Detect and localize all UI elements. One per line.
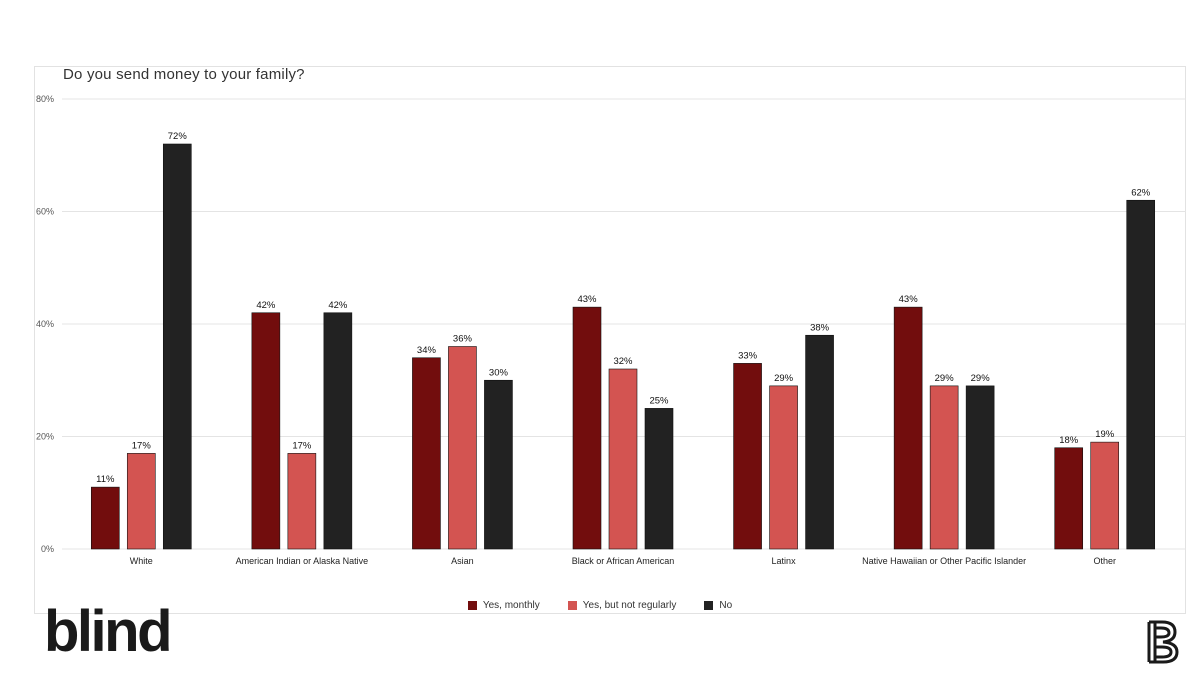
legend-label-yes-monthly: Yes, monthly: [482, 600, 540, 611]
data-label: 33%: [738, 350, 758, 361]
bar: [287, 453, 317, 550]
data-label: 17%: [132, 440, 152, 451]
legend-swatch-no: [704, 601, 714, 610]
bar: [126, 453, 156, 550]
legend: Yes, monthly Yes, but not regularly No: [0, 600, 1200, 611]
legend-item-no: No: [704, 600, 732, 611]
bar: [412, 357, 441, 550]
bar: [1090, 441, 1120, 550]
data-label: 32%: [613, 356, 633, 367]
bar: [965, 385, 995, 550]
bar: [323, 312, 353, 550]
bar: [644, 408, 674, 550]
data-label: 34%: [417, 345, 437, 356]
x-axis-categories: White American Indian or Alaska Native Asi…: [130, 556, 1116, 566]
data-label: 30%: [489, 367, 509, 378]
bar: [162, 143, 192, 550]
blind-logo: blind: [44, 599, 173, 664]
bar: [769, 385, 798, 550]
data-label: 42%: [328, 300, 348, 311]
category-label: White: [130, 556, 153, 566]
legend-label-yes-not-regularly: Yes, but not regularly: [582, 600, 677, 611]
data-label: 29%: [935, 373, 955, 384]
category-label: Native Hawaiian or Other Pacific Islande…: [862, 556, 1026, 566]
data-label: 72%: [168, 131, 188, 142]
legend-label-no: No: [719, 600, 733, 611]
data-label: 18%: [1059, 435, 1079, 446]
data-labels: 11% 17% 72% 42% 17% 42% 34% 36% 30% 43% 32% 25% 33% 2…: [96, 131, 1151, 485]
legend-swatch-yes-not-regularly: [567, 601, 577, 610]
y-tick-label: 0%: [41, 544, 54, 554]
bar: [572, 306, 602, 550]
y-tick-label: 80%: [36, 94, 54, 104]
category-label: American Indian or Alaska Native: [236, 556, 369, 566]
bars: [90, 143, 1156, 550]
category-label: Other: [1093, 556, 1116, 566]
data-label: 25%: [649, 395, 669, 406]
category-label: Latinx: [772, 556, 797, 566]
data-label: 62%: [1131, 187, 1151, 198]
data-label: 29%: [774, 373, 794, 384]
data-label: 29%: [971, 373, 991, 384]
data-label: 43%: [577, 294, 597, 305]
data-label: 42%: [256, 300, 276, 311]
chart-title: Do you send money to your family?: [63, 66, 305, 83]
y-axis-ticks: 0% 20% 40% 60% 80%: [36, 94, 54, 554]
y-tick-label: 20%: [36, 432, 54, 442]
blind-b-icon: [1147, 620, 1179, 664]
bar: [805, 334, 834, 550]
bar: [1054, 447, 1084, 550]
data-label: 11%: [96, 474, 115, 485]
legend-swatch-yes-monthly: [467, 601, 477, 610]
bar: [90, 486, 120, 550]
data-label: 38%: [810, 322, 830, 333]
bar: [733, 363, 762, 550]
bar: [608, 368, 638, 550]
data-label: 36%: [453, 334, 473, 345]
legend-item-yes-monthly: Yes, monthly: [467, 600, 540, 611]
data-label: 19%: [1095, 429, 1115, 440]
bar: [1126, 199, 1156, 550]
bar: [251, 312, 281, 550]
bar: [893, 306, 923, 550]
bar: [929, 385, 959, 550]
data-label: 43%: [899, 294, 919, 305]
y-tick-label: 40%: [36, 319, 54, 329]
bar: [484, 379, 513, 550]
data-label: 17%: [292, 440, 312, 451]
category-label: Black or African American: [572, 556, 675, 566]
y-tick-label: 60%: [36, 207, 54, 217]
legend-item-yes-not-regularly: Yes, but not regularly: [567, 600, 677, 611]
bar: [448, 346, 477, 550]
category-label: Asian: [451, 556, 474, 566]
